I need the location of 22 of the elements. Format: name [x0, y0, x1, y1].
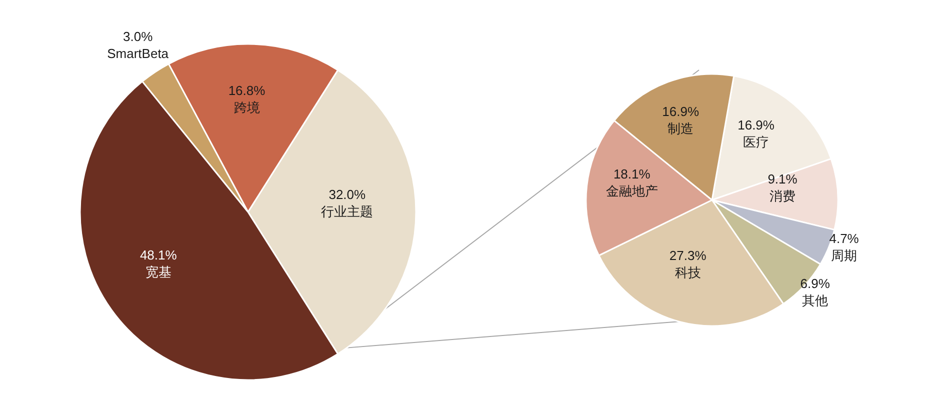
data-label: 4.7%: [829, 230, 860, 246]
data-label: 16.8%: [228, 82, 266, 98]
data-label: 18.1%: [613, 166, 651, 182]
data-label: 3.0%: [123, 28, 154, 44]
data-label: 48.1%: [140, 248, 178, 263]
data-label: 27.3%: [669, 248, 707, 264]
slice-label: 跨境: [234, 100, 260, 115]
slice-label: 宽基: [145, 264, 172, 280]
slice-label: 消费: [770, 188, 796, 204]
slice-label: 金融地产: [606, 183, 658, 198]
data-label: 32.0%: [328, 187, 366, 202]
slice-label: 制造: [668, 121, 694, 136]
slice-label: 科技: [674, 265, 701, 280]
data-label: 16.9%: [662, 104, 700, 120]
slice-label: 医疗: [743, 134, 770, 150]
data-label: 9.1%: [768, 171, 798, 186]
slice-label: SmartBeta: [107, 46, 170, 61]
data-label: 16.9%: [738, 117, 775, 132]
slice-label: 其他: [802, 293, 828, 308]
slice-label: 周期: [831, 248, 858, 263]
slice-label: 行业主题: [321, 204, 374, 219]
data-label: 6.9%: [800, 276, 830, 292]
